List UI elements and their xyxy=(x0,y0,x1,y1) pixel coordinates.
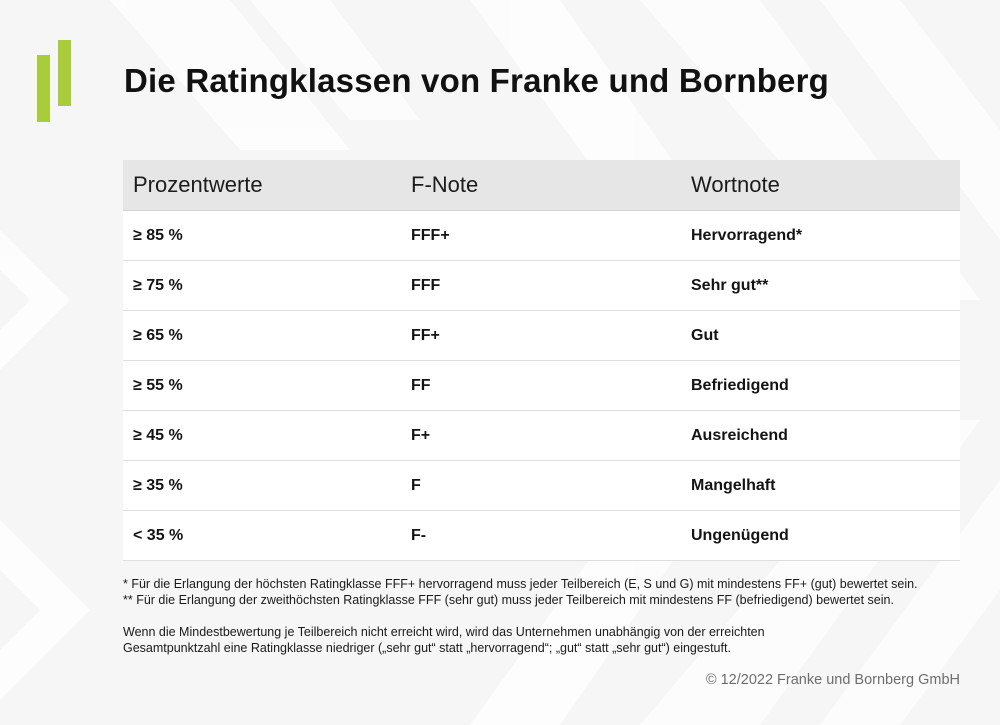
cell-percent: ≥ 75 % xyxy=(133,276,183,294)
cell-fnote: FFF xyxy=(411,276,441,294)
table-row: ≥ 85 % FFF+ Hervorragend* xyxy=(123,211,960,261)
cell-fnote: FF+ xyxy=(411,326,440,344)
header-prozentwerte: Prozentwerte xyxy=(133,172,263,197)
cell-percent: ≥ 65 % xyxy=(133,326,183,344)
cell-percent: < 35 % xyxy=(133,526,184,544)
table-row: ≥ 35 % F Mangelhaft xyxy=(123,461,960,511)
cell-fnote: F xyxy=(411,476,421,494)
table-row: ≥ 45 % F+ Ausreichend xyxy=(123,411,960,461)
cell-percent: ≥ 35 % xyxy=(133,476,183,494)
rating-table: Prozentwerte F-Note Wortnote ≥ 85 % FFF+… xyxy=(123,160,960,561)
cell-percent: ≥ 85 % xyxy=(133,226,183,244)
cell-wortnote: Hervorragend* xyxy=(691,226,803,244)
table-row: < 35 % F- Ungenügend xyxy=(123,511,960,561)
cell-fnote: FF xyxy=(411,376,431,394)
note-paragraph-line2: Gesamtpunktzahl eine Ratingklasse niedri… xyxy=(123,641,731,655)
table-row: ≥ 65 % FF+ Gut xyxy=(123,311,960,361)
table-header: Prozentwerte F-Note Wortnote xyxy=(123,160,960,211)
brand-logo xyxy=(37,40,71,122)
cell-percent: ≥ 55 % xyxy=(133,376,183,394)
cell-wortnote: Mangelhaft xyxy=(691,476,776,494)
cell-wortnote: Befriedigend xyxy=(691,376,789,394)
footnote-double-star: ** Für die Erlangung der zweithöchsten R… xyxy=(123,593,894,607)
table-row: ≥ 55 % FF Befriedigend xyxy=(123,361,960,411)
table-row: ≥ 75 % FFF Sehr gut** xyxy=(123,261,960,311)
header-wortnote: Wortnote xyxy=(691,172,780,197)
copyright-notice: © 12/2022 Franke und Bornberg GmbH xyxy=(705,672,960,688)
cell-wortnote: Gut xyxy=(691,326,719,344)
footnote-single-star: * Für die Erlangung der höchsten Ratingk… xyxy=(123,577,918,591)
cell-wortnote: Ausreichend xyxy=(691,426,788,444)
header-f-note: F-Note xyxy=(411,172,479,197)
cell-fnote: FFF+ xyxy=(411,226,450,244)
cell-fnote: F- xyxy=(411,526,427,544)
cell-wortnote: Ungenügend xyxy=(691,526,789,544)
cell-fnote: F+ xyxy=(411,426,431,444)
cell-percent: ≥ 45 % xyxy=(133,426,183,444)
note-paragraph-line1: Wenn die Mindestbewertung je Teilbereich… xyxy=(123,625,765,639)
cell-wortnote: Sehr gut** xyxy=(691,276,769,294)
page-title: Die Ratingklassen von Franke und Bornber… xyxy=(124,62,830,99)
footnotes: * Für die Erlangung der höchsten Ratingk… xyxy=(123,576,973,656)
